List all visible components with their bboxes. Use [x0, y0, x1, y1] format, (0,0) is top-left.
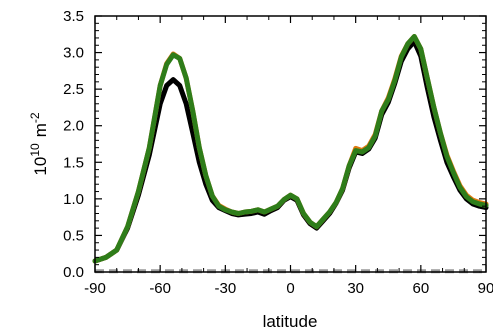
y-tick-label: 3.0 — [63, 45, 84, 62]
y-axis-title-base-exponent: 10 — [28, 143, 42, 157]
x-tick-label: -30 — [214, 280, 236, 297]
y-tick-label: 2.0 — [63, 118, 84, 135]
x-tick-label: 90 — [478, 280, 493, 297]
tick-layer: -90 -60 -30 0 30 60 90 0.0 0.5 1.0 1.5 2.0 2.5 3.0 3.5 — [63, 8, 493, 297]
y-tick-label: 2.5 — [63, 81, 84, 98]
x-tick-label: 60 — [412, 280, 429, 297]
y-axis-title-base: 10 — [31, 157, 50, 176]
y-axis-title-unit: m — [31, 123, 50, 137]
series-layer — [92, 34, 489, 274]
y-tick-label: 1.5 — [63, 154, 84, 171]
y-tick-label: 0.5 — [63, 227, 84, 244]
x-tick-label: -60 — [149, 280, 171, 297]
x-tick-label: -90 — [84, 280, 106, 297]
y-tick-label: 0.0 — [63, 264, 84, 281]
x-axis-title: latitude — [263, 312, 318, 330]
x-tick-label: 0 — [286, 280, 294, 297]
y-tick-label: 3.5 — [63, 8, 84, 25]
y-tick-label: 1.0 — [63, 191, 84, 208]
y-axis-title: 1010 m-2 — [28, 112, 50, 175]
x-tick-label: 30 — [347, 280, 364, 297]
series-line-3 — [92, 34, 489, 264]
y-axis-title-unit-exponent: -2 — [28, 112, 42, 123]
